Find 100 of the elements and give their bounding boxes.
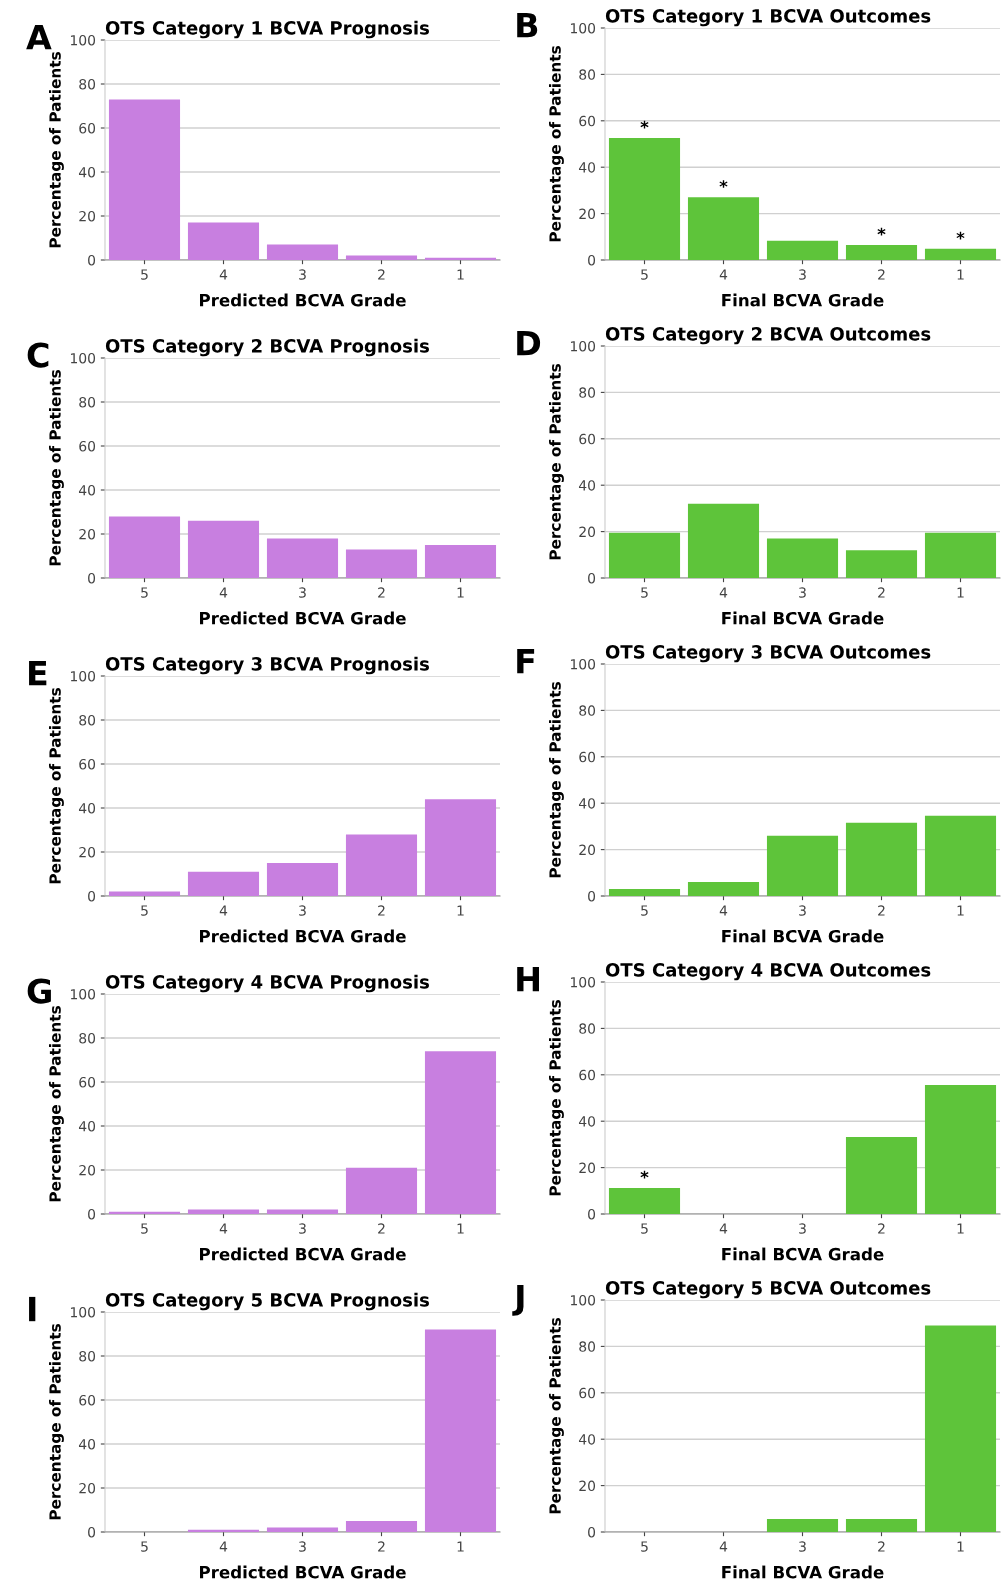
bar <box>266 1209 339 1214</box>
y-tick-label: 40 <box>78 802 96 814</box>
y-tick-label: 20 <box>79 210 96 222</box>
y-tick-label: 60 <box>579 115 596 127</box>
x-tick-label: 1 <box>457 269 464 280</box>
y-tick-label: 20 <box>79 1164 96 1176</box>
bar <box>187 520 260 578</box>
x-axis-title: Final BCVA Grade <box>722 1565 884 1579</box>
x-tick-label: 2 <box>878 905 885 916</box>
bar <box>845 244 918 260</box>
y-tick-label: 0 <box>588 254 596 266</box>
chart-title: OTS Category 2 BCVA Outcomes <box>605 327 931 345</box>
y-tick-label: 20 <box>579 208 596 220</box>
x-axis-title: Predicted BCVA Grade <box>200 293 406 307</box>
y-tick-label: 40 <box>78 1120 96 1132</box>
y-tick-label: 60 <box>79 758 96 770</box>
y-tick-label: 40 <box>78 166 96 178</box>
y-tick-label: 80 <box>79 1032 96 1044</box>
x-tick-label: 3 <box>299 905 306 916</box>
bar <box>845 1136 918 1214</box>
y-tick-label: 60 <box>579 751 596 763</box>
y-tick-label: 100 <box>570 976 596 988</box>
annotation: * <box>956 231 965 240</box>
x-tick-label: 5 <box>141 905 148 916</box>
x-tick-label: 4 <box>219 905 228 916</box>
y-tick-label: 40 <box>78 1438 96 1450</box>
x-tick-label: 2 <box>878 587 885 598</box>
y-tick-label: 100 <box>70 670 96 682</box>
y-tick-label: 40 <box>578 162 596 173</box>
x-tick-label: 1 <box>957 1223 964 1234</box>
x-tick-label: 3 <box>799 587 806 598</box>
y-tick-label: 60 <box>79 1076 96 1088</box>
bar <box>687 882 760 896</box>
y-tick-label: 80 <box>579 1341 596 1352</box>
chart-title: OTS Category 2 BCVA Prognosis <box>105 338 429 357</box>
x-axis-title: Final BCVA Grade <box>722 1247 884 1261</box>
x-tick-label: 1 <box>957 905 964 916</box>
x-tick-label: 1 <box>957 587 964 598</box>
bar <box>187 1529 260 1532</box>
x-tick-label: 1 <box>457 587 464 598</box>
bar <box>187 871 260 896</box>
annotation: * <box>877 227 886 236</box>
y-tick-label: 100 <box>70 34 96 46</box>
bar <box>345 1521 418 1532</box>
x-tick-label: 4 <box>719 905 728 916</box>
text: F <box>517 648 535 674</box>
bar <box>187 1209 260 1214</box>
x-tick-label: 2 <box>378 587 385 598</box>
text: D <box>517 330 541 356</box>
x-tick-label: 5 <box>641 587 648 598</box>
y-tick-label: 40 <box>78 484 96 496</box>
y-tick-label: 80 <box>579 1023 596 1034</box>
y-axis-title: Percentage of Patients <box>549 1000 564 1196</box>
y-tick-label: 80 <box>579 705 596 716</box>
bar <box>424 545 497 578</box>
y-axis-title: Percentage of Patients <box>49 1006 64 1202</box>
bar <box>266 863 339 896</box>
x-tick-label: 3 <box>799 905 806 916</box>
y-tick-label: 80 <box>79 78 96 90</box>
y-tick-label: 0 <box>88 254 96 266</box>
bar <box>108 516 181 578</box>
bar <box>845 822 918 896</box>
bar <box>608 137 681 260</box>
x-tick-label: 5 <box>141 1223 148 1234</box>
bar <box>924 1085 997 1214</box>
bar <box>345 549 418 578</box>
x-tick-label: 4 <box>719 269 728 280</box>
annotation: * <box>640 120 649 129</box>
x-tick-label: 3 <box>299 1541 306 1552</box>
chart-title: OTS Category 1 BCVA Outcomes <box>605 9 931 27</box>
x-axis-title: Final BCVA Grade <box>722 929 884 943</box>
y-tick-label: 60 <box>579 1069 596 1081</box>
y-tick-label: 60 <box>79 440 96 452</box>
text: H <box>517 966 539 992</box>
x-tick-label: 2 <box>378 1223 385 1234</box>
y-tick-label: 100 <box>70 352 96 364</box>
x-tick-label: 4 <box>219 1223 228 1234</box>
bar <box>345 255 418 260</box>
y-tick-label: 40 <box>578 1434 596 1445</box>
y-tick-label: 0 <box>88 572 96 584</box>
x-tick-label: 5 <box>641 269 648 280</box>
y-tick-label: 80 <box>79 396 96 408</box>
x-axis-title: Final BCVA Grade <box>722 293 884 307</box>
bar <box>345 1167 418 1214</box>
y-axis-title: Percentage of Patients <box>549 364 564 560</box>
bar <box>108 99 181 260</box>
y-tick-label: 0 <box>588 1526 596 1538</box>
x-tick-label: 2 <box>378 269 385 280</box>
y-tick-label: 20 <box>579 526 596 538</box>
y-tick-label: 100 <box>70 988 96 1000</box>
x-axis-title: Predicted BCVA Grade <box>200 929 406 943</box>
x-tick-label: 1 <box>957 1541 964 1552</box>
bar <box>424 1329 497 1532</box>
bar <box>424 799 497 896</box>
y-tick-label: 100 <box>570 1294 596 1306</box>
x-tick-label: 4 <box>719 1223 728 1234</box>
annotation: * <box>640 1170 649 1179</box>
y-tick-label: 20 <box>579 1162 596 1174</box>
x-tick-label: 5 <box>141 587 148 598</box>
text: I <box>29 1296 36 1322</box>
